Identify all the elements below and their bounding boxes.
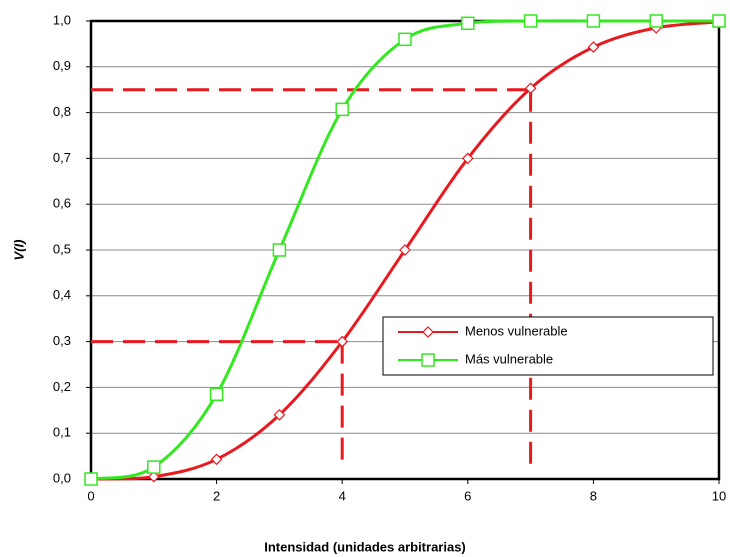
- y-tick-label: 0,6: [53, 196, 71, 211]
- marker-square: [398, 32, 412, 47]
- y-tick-label: 0,3: [53, 333, 71, 348]
- y-tick-label: 0,8: [53, 104, 71, 119]
- y-tick-label: 0,4: [53, 287, 71, 302]
- legend-marker: [422, 326, 434, 338]
- x-tick-label: 0: [87, 488, 94, 503]
- plot-border: [89, 19, 721, 481]
- marker-diamond: [336, 335, 349, 348]
- marker-square: [712, 14, 726, 28]
- y-tick-label: 0,0: [53, 470, 71, 485]
- x-axis-title: Intensidad (unidades arbitrarias): [264, 539, 466, 554]
- marker-square: [272, 243, 287, 257]
- x-tick-label: 8: [590, 488, 597, 503]
- marker-square: [461, 16, 475, 31]
- marker-diamond: [461, 152, 474, 165]
- y-tick-label: 0,9: [53, 58, 71, 73]
- y-axis-title: V(I): [11, 240, 26, 261]
- marker-square: [335, 102, 349, 117]
- x-tick-label: 6: [464, 488, 471, 503]
- marker-square: [84, 472, 98, 486]
- marker-square: [586, 14, 601, 28]
- y-tick-label: 0,1: [53, 425, 71, 440]
- marker-diamond: [273, 409, 286, 421]
- x-tick-label: 4: [339, 488, 346, 503]
- marker-diamond: [210, 453, 223, 466]
- legend-label: Menos vulnerable: [465, 323, 568, 338]
- x-tick-label: 2: [213, 488, 220, 503]
- marker-diamond: [399, 244, 411, 256]
- marker-diamond: [587, 41, 600, 53]
- marker-square: [649, 14, 663, 28]
- marker-square: [523, 14, 538, 28]
- y-tick-label: 1,0: [53, 12, 71, 27]
- y-tick-label: 0,5: [53, 241, 71, 256]
- marker-square: [147, 460, 161, 474]
- marker-square: [209, 387, 224, 402]
- marker-diamond: [147, 470, 160, 483]
- legend-label: Más vulnerable: [465, 351, 553, 366]
- x-tick-label: 10: [712, 488, 726, 503]
- legend-box: [382, 316, 714, 376]
- y-tick-label: 0,2: [53, 379, 71, 394]
- legend-marker: [421, 353, 435, 367]
- y-tick-label: 0,7: [53, 150, 71, 165]
- marker-diamond: [524, 82, 537, 95]
